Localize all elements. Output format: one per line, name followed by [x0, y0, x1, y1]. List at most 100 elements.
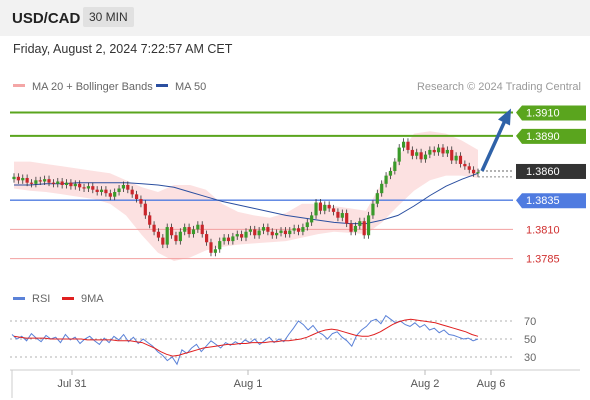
candle-body-39 [183, 227, 187, 232]
candle-body-83 [375, 193, 379, 204]
candle-body-92 [415, 152, 419, 156]
candle-body-2 [21, 177, 25, 181]
candle-body-103 [463, 163, 467, 167]
candle-body-58 [266, 227, 270, 232]
candle-body-23 [113, 192, 117, 197]
candle-body-22 [108, 193, 112, 197]
candle-body-52 [240, 234, 244, 238]
candle-body-14 [73, 183, 77, 187]
candle-body-20 [99, 189, 104, 193]
candle-body-0 [12, 176, 16, 180]
level-1-3810-label: 1.3810 [526, 224, 560, 236]
x-tick-label-1: Aug 1 [234, 378, 263, 390]
candle-body-33 [156, 231, 161, 238]
candle-body-43 [200, 224, 204, 235]
candle-body-62 [283, 230, 287, 235]
candle-body-86 [388, 170, 393, 176]
candle-body-61 [279, 230, 283, 233]
rsi-tick-30: 30 [524, 352, 536, 364]
candle-body-29 [139, 199, 143, 204]
candle-body-69 [314, 202, 318, 216]
candle-body-106 [476, 172, 480, 174]
candle-body-94 [423, 154, 428, 160]
ma50-line [14, 172, 479, 225]
timeframe-button[interactable]: 30 MIN [83, 7, 134, 27]
candle-body-95 [428, 149, 432, 155]
candle-body-16 [82, 187, 86, 189]
level-1-3910-label: 1.3910 [526, 108, 560, 120]
legend-label-0: MA 20 + Bollinger Bands [32, 81, 153, 93]
rsi-legend-label-1: 9MA [81, 293, 104, 305]
candle-body-41 [191, 229, 196, 235]
candle-body-36 [169, 227, 174, 236]
candle-body-27 [130, 189, 134, 195]
candle-body-49 [226, 237, 231, 242]
candle-body-79 [358, 221, 362, 226]
candle-body-42 [196, 224, 200, 230]
candle-body-53 [244, 231, 248, 238]
candle-body-88 [397, 147, 401, 162]
candle-body-75 [340, 213, 344, 218]
candle-body-21 [104, 189, 108, 194]
candle-body-6 [38, 180, 42, 182]
candle-body-55 [253, 229, 257, 236]
candle-body-44 [205, 234, 209, 243]
candle-body-51 [235, 234, 239, 237]
candle-body-105 [472, 169, 476, 174]
candle-body-54 [248, 229, 252, 232]
candle-body-15 [78, 183, 82, 188]
candle-body-31 [148, 215, 152, 225]
candle-body-102 [458, 155, 463, 164]
candle-body-98 [441, 147, 445, 154]
x-tick-label-0: Jul 31 [57, 378, 86, 390]
candle-body-18 [91, 186, 95, 190]
level-1-3860-label: 1.3860 [526, 166, 560, 178]
candle-body-25 [121, 184, 126, 189]
candle-body-91 [410, 149, 414, 156]
candle-body-34 [161, 237, 165, 245]
candle-body-50 [231, 236, 235, 242]
level-1-3860-box [516, 163, 586, 179]
candle-body-70 [318, 202, 323, 211]
forecast-arrow-head [498, 108, 511, 126]
symbol-label: USD/CAD [12, 10, 81, 27]
candle-body-60 [275, 232, 279, 236]
candle-body-40 [187, 227, 191, 235]
candle-body-97 [437, 147, 441, 153]
candle-body-7 [43, 179, 47, 182]
rsi-tick-50: 50 [524, 334, 536, 346]
header-bar: USD/CAD 30 MIN [0, 0, 590, 36]
candle-body-68 [310, 215, 314, 223]
candle-body-71 [323, 204, 327, 211]
candle-body-8 [47, 179, 51, 183]
level-1-3835-box [516, 193, 586, 209]
rsi-ma9-line [13, 318, 479, 357]
level-1-3785-label: 1.3785 [526, 254, 560, 266]
candle-body-96 [432, 149, 436, 153]
candle-body-81 [366, 215, 371, 236]
candle-body-28 [134, 194, 139, 200]
candle-body-66 [301, 227, 305, 232]
candle-body-90 [406, 141, 410, 150]
candle-body-38 [178, 231, 182, 242]
level-1-3835-label: 1.3835 [526, 195, 560, 207]
rsi-tick-70: 70 [524, 316, 536, 328]
candle-body-26 [126, 184, 130, 190]
forecast-arrow-shaft [480, 119, 507, 172]
candle-body-48 [222, 237, 226, 242]
candle-body-84 [380, 183, 384, 194]
level-1-3890-label: 1.3890 [526, 131, 560, 143]
candle-body-10 [56, 181, 60, 184]
candle-body-76 [345, 213, 349, 224]
candle-body-73 [331, 208, 336, 212]
candle-body-32 [152, 224, 156, 232]
candle-body-35 [165, 227, 169, 245]
candle-body-12 [64, 182, 69, 185]
candle-body-100 [450, 149, 454, 161]
candle-body-4 [29, 182, 34, 184]
candle-body-24 [117, 188, 121, 193]
chart-datetime: Friday, August 2, 2024 7:22:57 AM CET [13, 42, 233, 56]
candle-body-87 [393, 161, 397, 171]
rsi-legend-label-0: RSI [32, 293, 50, 305]
